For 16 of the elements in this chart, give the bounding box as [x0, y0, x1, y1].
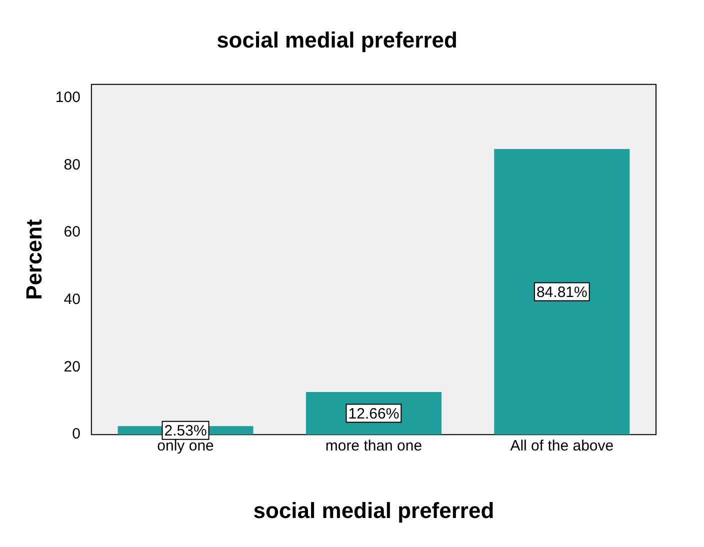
bar [494, 149, 630, 435]
y-tick-label: 60 [64, 224, 80, 241]
y-tick-label: 20 [64, 358, 80, 376]
x-tick-label: only one [157, 438, 214, 455]
y-axis-title: Percent [21, 218, 46, 300]
x-axis-title: social medial preferred [253, 498, 494, 523]
y-tick-label: 100 [55, 89, 80, 106]
y-tick-label: 40 [64, 291, 80, 308]
y-tick-label: 80 [64, 156, 80, 174]
x-tick-label: more than one [325, 438, 422, 455]
data-label: 2.53% [164, 422, 207, 440]
data-label: 84.81% [536, 284, 588, 301]
y-tick-label: 0 [72, 426, 80, 443]
chart-title: social medial preferred [216, 27, 458, 52]
x-tick-label: All of the above [510, 438, 614, 455]
data-label: 12.66% [348, 405, 400, 422]
